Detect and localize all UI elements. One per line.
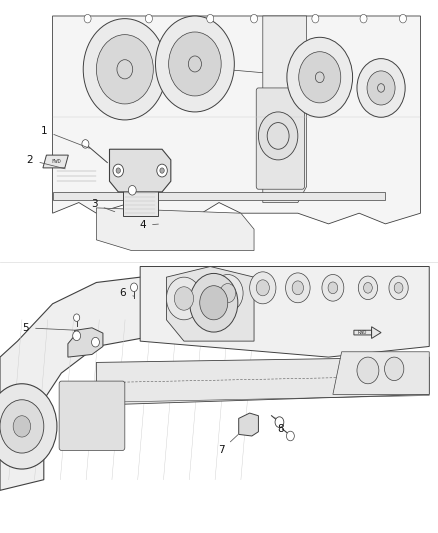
Circle shape [190,273,238,332]
Text: 3: 3 [91,199,115,212]
Circle shape [13,416,31,437]
Polygon shape [96,208,254,251]
Polygon shape [333,352,429,394]
Circle shape [145,14,152,23]
Circle shape [292,281,304,295]
Polygon shape [0,272,263,490]
Circle shape [357,59,405,117]
Circle shape [212,274,243,312]
Circle shape [358,276,378,300]
Circle shape [83,19,166,120]
Circle shape [378,84,385,92]
Circle shape [251,14,258,23]
Circle shape [180,45,210,83]
Circle shape [357,357,379,384]
Circle shape [328,282,338,294]
Circle shape [287,37,353,117]
Circle shape [367,71,395,105]
Circle shape [92,337,99,347]
Circle shape [160,168,164,173]
Text: 2: 2 [26,155,65,169]
Circle shape [155,16,234,112]
Polygon shape [263,16,307,203]
Circle shape [73,331,81,341]
Text: 6: 6 [119,288,134,298]
Polygon shape [68,328,103,357]
Circle shape [360,14,367,23]
Text: 1: 1 [40,126,89,148]
Polygon shape [123,190,158,216]
Polygon shape [239,413,258,436]
Polygon shape [354,327,381,338]
Polygon shape [110,149,171,192]
Circle shape [157,164,167,177]
Circle shape [364,282,372,293]
FancyBboxPatch shape [256,88,304,189]
Circle shape [394,282,403,293]
Text: 8: 8 [275,417,284,434]
Polygon shape [53,16,420,224]
Polygon shape [96,357,429,405]
Text: 7: 7 [218,435,238,455]
Circle shape [299,52,341,103]
Circle shape [309,64,331,91]
Circle shape [188,56,201,72]
Circle shape [131,283,138,292]
Text: RWD: RWD [357,330,367,335]
Polygon shape [166,266,254,341]
FancyBboxPatch shape [59,381,125,450]
Circle shape [275,417,284,427]
Circle shape [174,287,194,310]
Circle shape [116,168,120,173]
Circle shape [0,400,44,453]
Circle shape [117,60,133,79]
Polygon shape [140,266,429,357]
Circle shape [258,112,298,160]
Circle shape [315,72,324,83]
Circle shape [108,49,141,90]
Text: FWD: FWD [52,159,61,164]
Circle shape [267,123,289,149]
Circle shape [0,384,57,469]
Circle shape [74,314,80,321]
Circle shape [256,280,269,296]
Circle shape [84,14,91,23]
Circle shape [207,14,214,23]
Text: 4: 4 [139,221,159,230]
Circle shape [312,14,319,23]
Circle shape [322,274,344,301]
Circle shape [166,277,201,320]
Circle shape [113,164,124,177]
FancyBboxPatch shape [53,192,385,200]
Circle shape [96,35,153,104]
Circle shape [385,357,404,381]
Circle shape [399,14,406,23]
Circle shape [389,276,408,300]
Circle shape [286,273,310,303]
Circle shape [200,286,228,320]
Circle shape [82,140,89,148]
Circle shape [286,431,294,441]
Circle shape [372,77,390,99]
Circle shape [169,32,221,96]
Text: 5: 5 [22,323,78,333]
Circle shape [220,284,236,303]
Circle shape [128,185,136,195]
Circle shape [250,272,276,304]
Polygon shape [43,155,68,168]
